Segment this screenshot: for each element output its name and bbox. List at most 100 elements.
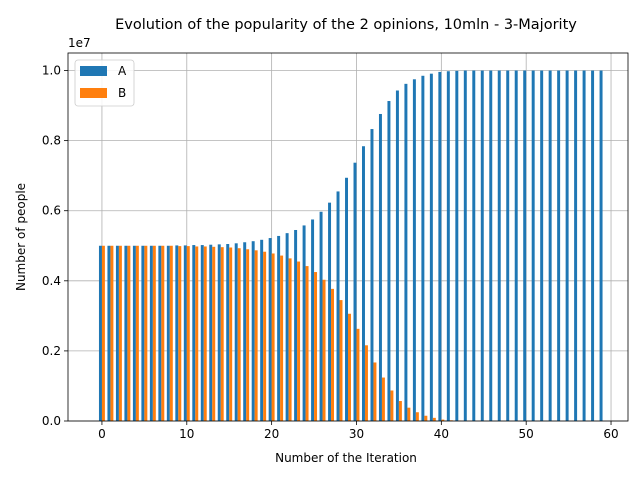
bar-series-a-iter-26 [319,211,323,421]
y-axis-ticks: 0.0 0.2 0.4 0.6 0.8 1.0 [42,64,68,428]
bar-series-b-iter-26 [322,279,326,421]
bar-series-b-iter-17 [246,249,250,421]
bar-series-b-iter-39 [432,417,436,421]
bar-series-a-iter-30 [353,162,357,422]
bar-series-a-iter-41 [446,71,450,421]
bar-series-a-iter-29 [345,177,348,421]
x-tick-label: 0 [98,427,106,441]
bar-series-b-iter-32 [373,362,377,421]
bar-series-a-iter-32 [370,129,374,421]
y-tick-label: 0.4 [42,274,61,288]
bar-series-a-iter-53 [548,70,552,422]
bar-series-b-iter-34 [390,390,394,421]
bar-series-a-iter-44 [472,70,476,422]
bar-series-a-iter-52 [540,70,544,422]
bar-series-b-iter-23 [297,261,301,421]
legend-label-b: B [118,86,126,100]
bar-series-a-iter-23 [294,229,298,421]
bar-series-a-iter-10 [183,245,187,421]
bar-series-b-iter-13 [212,246,216,421]
bar-series-b-iter-37 [415,412,419,421]
bar-series-a-iter-59 [599,70,603,422]
y-tick-label: 0.8 [42,134,61,148]
bar-series-a-iter-8 [166,245,170,421]
bar-series-a-iter-3 [124,245,128,421]
bar-series-a-iter-47 [497,70,501,422]
bar-series-b-iter-36 [407,407,411,421]
bar-series-b-iter-38 [424,415,428,421]
bar-series-b-iter-0 [101,245,105,421]
bar-series-a-iter-17 [243,242,247,421]
bar-series-b-iter-5 [144,245,148,421]
bar-series-a-iter-24 [302,225,306,421]
x-tick-label: 20 [264,427,279,441]
bar-series-b-iter-8 [169,245,173,421]
bar-series-a-iter-36 [404,83,408,421]
bar-series-b-iter-33 [381,377,385,421]
bar-series-a-iter-9 [175,245,179,421]
bar-series-a-iter-28 [336,191,340,421]
bar-series-a-iter-0 [98,245,102,421]
bar-series-b-iter-30 [356,328,360,421]
bar-series-a-iter-43 [463,70,467,422]
bar-series-b-iter-20 [271,253,275,421]
bar-series-b-iter-18 [254,250,258,421]
bar-series-a-iter-11 [192,245,196,421]
bar-series-a-iter-57 [582,70,586,422]
bar-series-b-iter-28 [339,300,343,421]
legend-swatch-b [80,88,107,98]
bar-series-b-iter-9 [178,246,182,421]
bar-series-a-iter-16 [234,243,238,421]
bar-series-a-iter-58 [591,70,595,422]
x-tick-label: 30 [349,427,364,441]
bar-series-b-iter-15 [229,247,233,421]
bar-series-a-iter-13 [209,244,213,421]
bar-series-a-iter-56 [574,70,578,422]
x-axis-ticks: 0 10 20 30 40 50 60 [98,421,619,441]
bar-series-a-iter-2 [115,245,119,421]
bar-series-b-iter-19 [263,251,267,421]
bar-series-a-iter-22 [285,233,289,421]
bar-series-b-iter-1 [110,245,114,421]
bar-series-b-iter-40 [441,419,445,421]
bar-series-b-iter-4 [135,245,139,421]
bar-series-a-iter-7 [158,245,162,421]
bar-series-b-iter-24 [305,266,309,421]
bar-series-a-iter-21 [277,235,281,421]
x-tick-label: 50 [519,427,534,441]
y-tick-label: 0.0 [42,414,61,428]
y-axis-label: Number of people [14,183,28,291]
bar-series-a-iter-4 [132,245,136,421]
bar-series-a-iter-1 [107,245,111,421]
bar-series-a-iter-31 [362,146,365,421]
bar-series-b-iter-7 [161,245,165,421]
bar-series-b-iter-3 [127,245,131,421]
bar-series-a-iter-20 [268,238,272,421]
bar-series-a-iter-38 [421,75,425,422]
x-tick-label: 10 [179,427,194,441]
bar-series-a-iter-49 [514,70,518,422]
bar-series-b-iter-29 [348,313,351,421]
chart-title: Evolution of the popularity of the 2 opi… [115,17,577,33]
y-tick-label: 1.0 [42,64,61,78]
bar-series-a-iter-33 [378,113,382,422]
bar-series-b-iter-6 [152,245,156,421]
bar-series-a-iter-15 [226,244,230,421]
bar-series-b-iter-22 [288,258,292,421]
bar-series-a-iter-5 [141,245,145,421]
bar-series-a-iter-19 [260,239,264,421]
bar-series-b-iter-14 [220,247,224,421]
bar-series-a-iter-46 [489,70,493,422]
y-tick-label: 0.2 [42,344,61,358]
bar-series-b-iter-16 [237,248,241,421]
bar-series-a-iter-35 [395,90,399,422]
bar-series-a-iter-6 [149,245,153,421]
bars [98,70,603,422]
y-axis-offset-label: 1e7 [68,36,91,50]
bar-series-a-iter-14 [217,244,221,421]
bar-series-b-iter-2 [118,245,122,421]
bar-series-b-iter-21 [280,255,284,421]
bar-series-a-iter-27 [328,202,332,421]
bar-series-a-iter-50 [523,70,527,422]
